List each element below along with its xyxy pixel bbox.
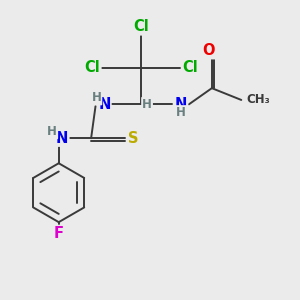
Text: H: H: [92, 92, 101, 104]
Text: S: S: [128, 131, 139, 146]
Text: H: H: [142, 98, 152, 111]
Text: Cl: Cl: [133, 20, 149, 34]
Text: H: H: [176, 106, 186, 119]
Text: H: H: [47, 125, 57, 138]
Text: N: N: [56, 131, 68, 146]
Text: N: N: [175, 97, 187, 112]
Text: O: O: [202, 43, 215, 58]
Text: Cl: Cl: [85, 60, 101, 75]
Text: N: N: [98, 97, 110, 112]
Text: F: F: [54, 226, 64, 241]
Text: CH₃: CH₃: [247, 93, 270, 106]
Text: Cl: Cl: [182, 60, 198, 75]
